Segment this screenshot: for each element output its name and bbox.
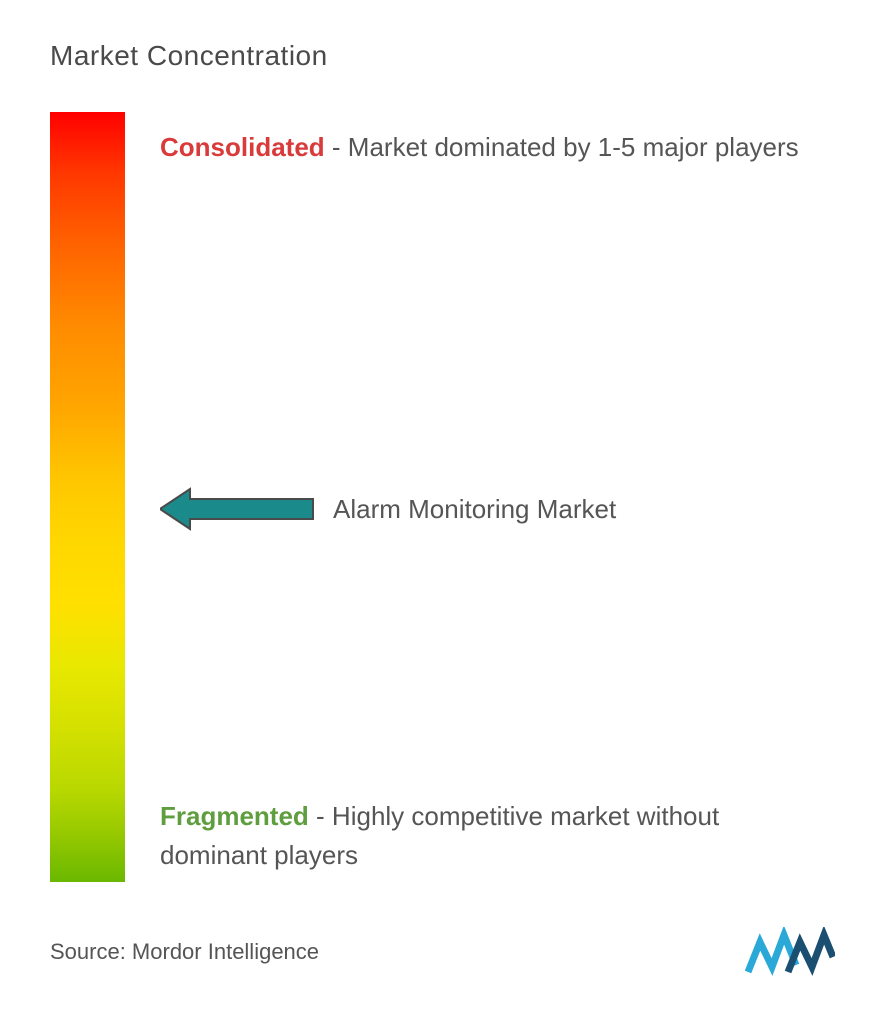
labels-area: Consolidated - Market dominated by 1-5 m… xyxy=(125,112,835,882)
source-attribution: Source: Mordor Intelligence xyxy=(50,939,319,965)
page-title: Market Concentration xyxy=(50,40,835,72)
fragmented-keyword: Fragmented xyxy=(160,801,309,831)
market-pointer-row: Alarm Monitoring Market xyxy=(160,487,616,531)
fragmented-label: Fragmented - Highly competitive market w… xyxy=(160,797,815,875)
market-name-label: Alarm Monitoring Market xyxy=(333,494,616,525)
logo-stroke-2 xyxy=(788,935,833,972)
concentration-gradient-bar xyxy=(50,112,125,882)
consolidated-keyword: Consolidated xyxy=(160,132,325,162)
concentration-diagram: Consolidated - Market dominated by 1-5 m… xyxy=(50,112,835,882)
arrow-left-icon xyxy=(160,487,315,531)
mordor-logo-icon xyxy=(745,927,835,977)
footer: Source: Mordor Intelligence xyxy=(50,927,835,977)
consolidated-description: - Market dominated by 1-5 major players xyxy=(332,132,799,162)
consolidated-label: Consolidated - Market dominated by 1-5 m… xyxy=(160,127,815,169)
arrow-shape xyxy=(160,489,313,529)
